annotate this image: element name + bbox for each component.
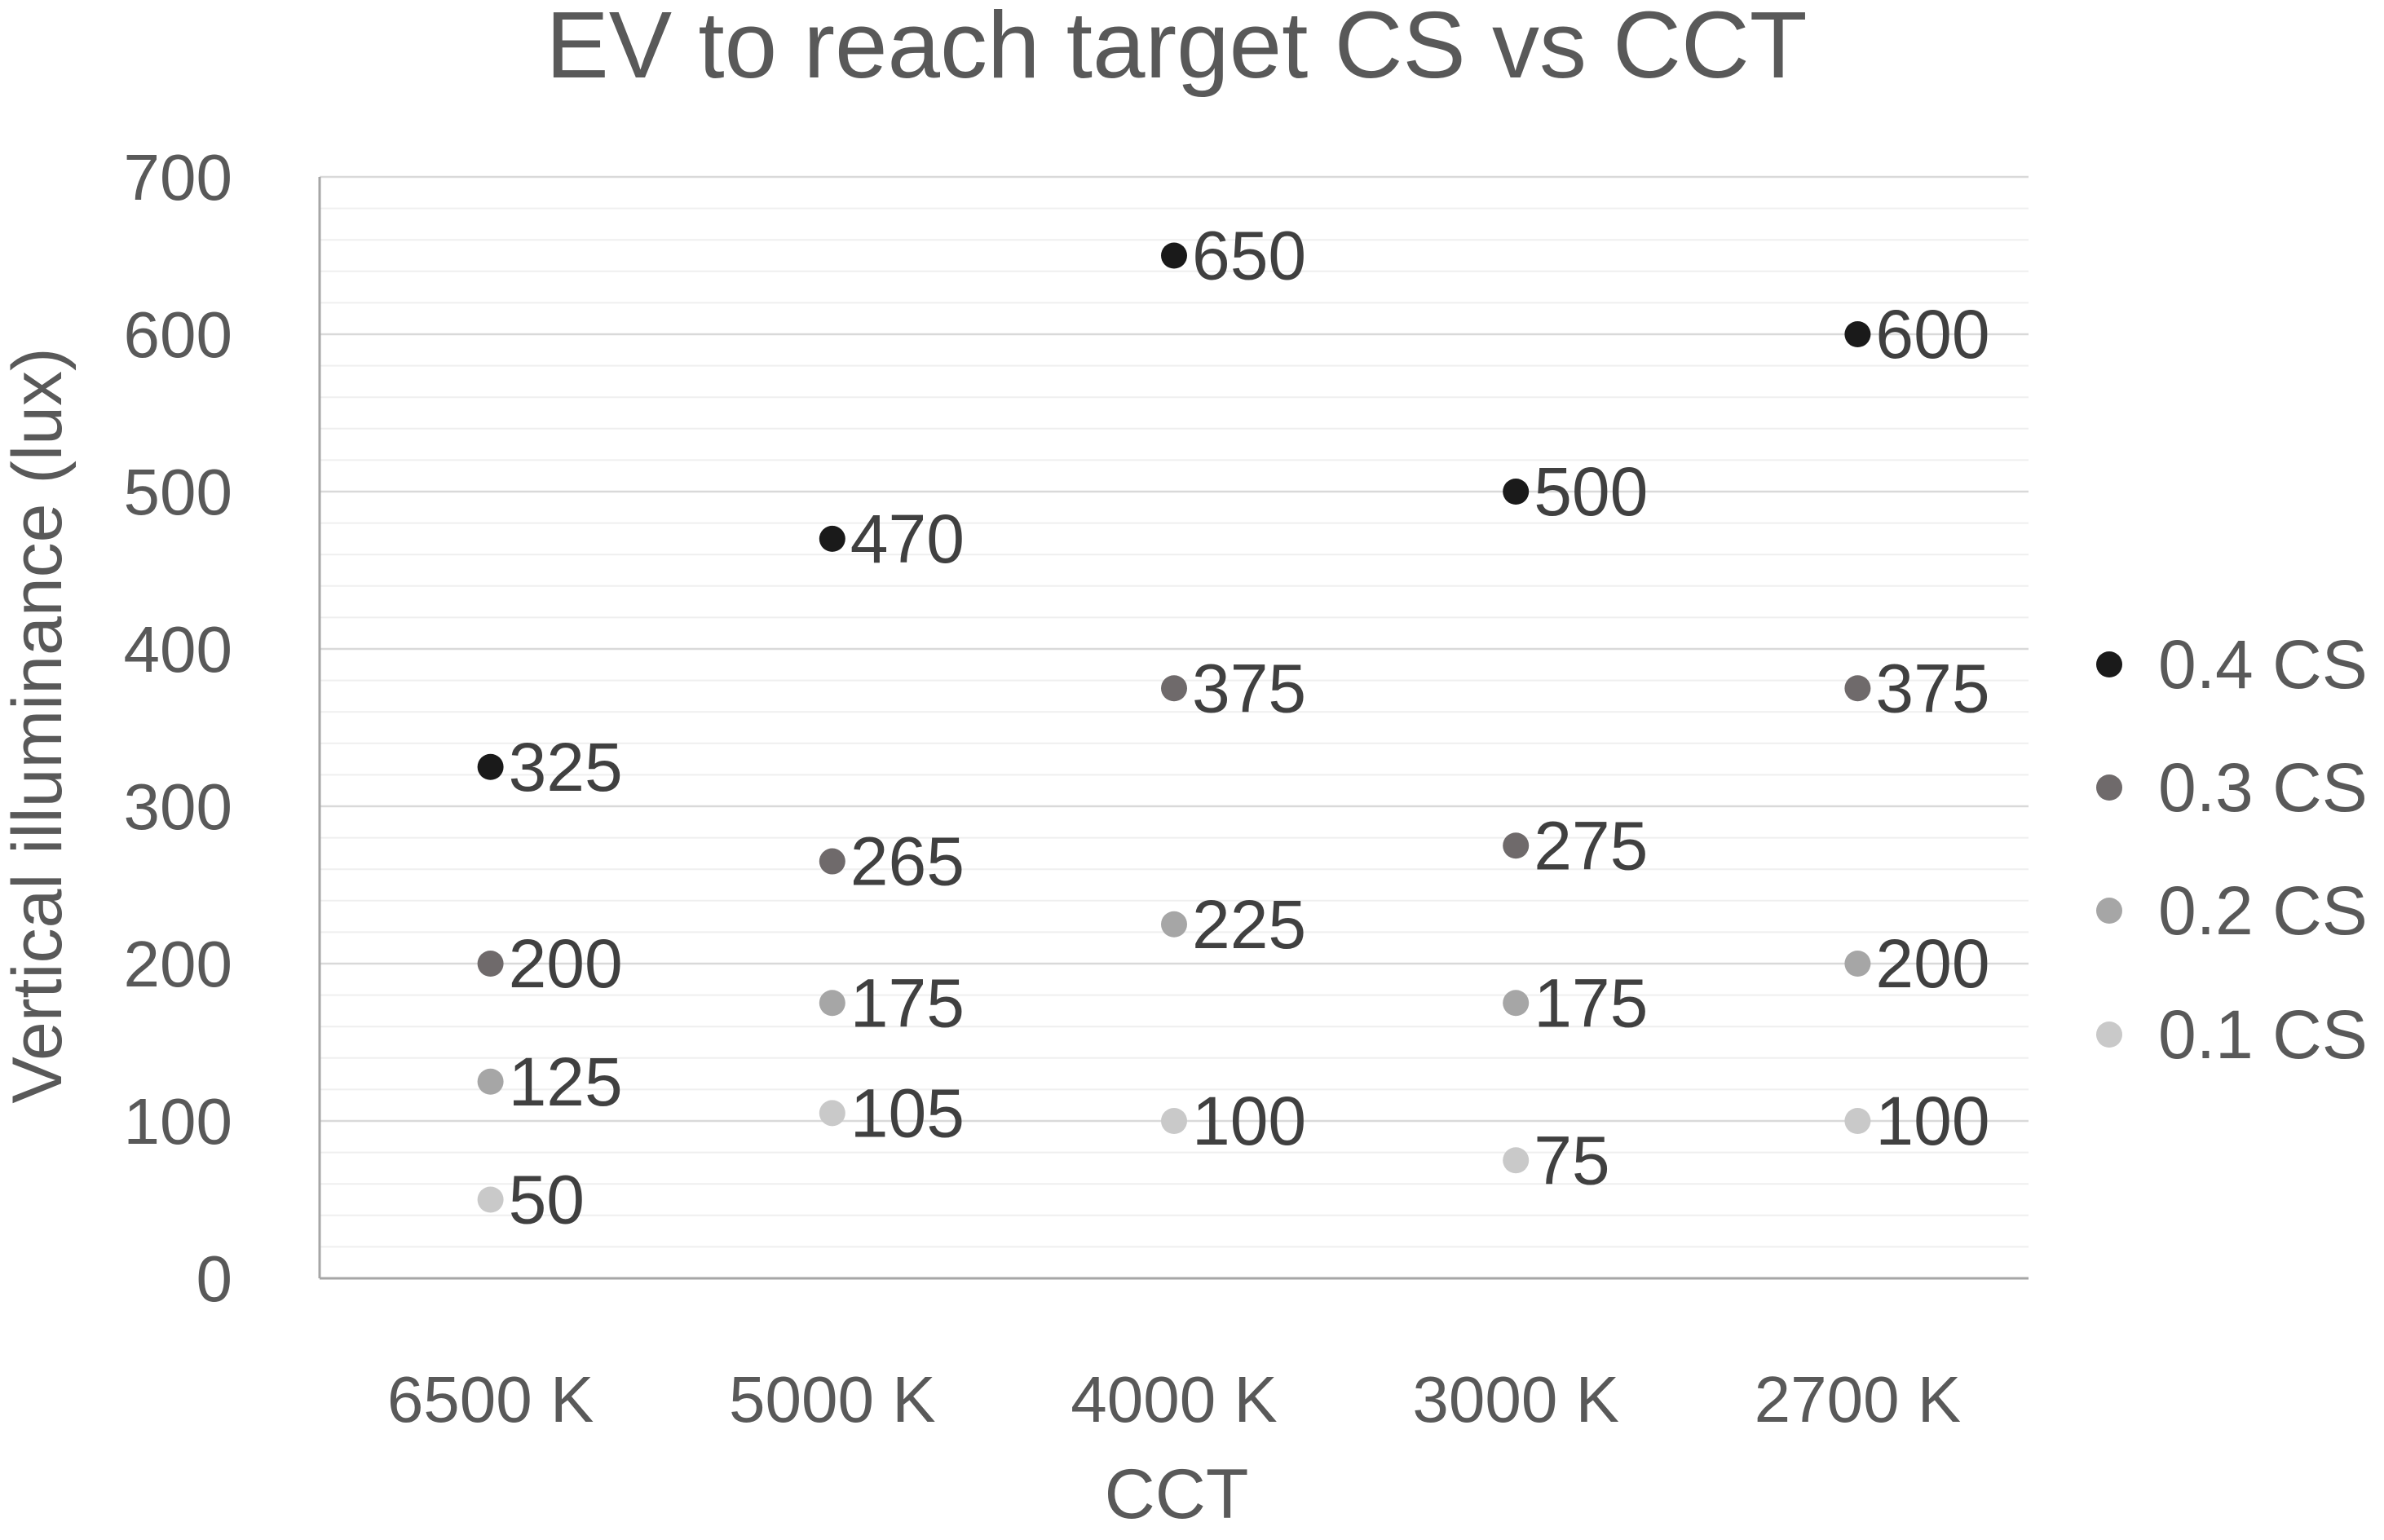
- data-label: 650: [1192, 218, 1306, 294]
- data-label: 265: [850, 823, 965, 900]
- legend-marker: [2096, 651, 2122, 677]
- data-label: 175: [850, 964, 965, 1041]
- data-point: [819, 990, 845, 1017]
- grid: [320, 175, 2029, 1248]
- y-tick-label: 300: [124, 770, 232, 843]
- data-point: [1161, 911, 1187, 938]
- data-point: [819, 848, 845, 875]
- y-tick-label: 0: [196, 1242, 233, 1315]
- y-tick-labels: 0 100 200 300 400 500 600 700: [124, 141, 232, 1315]
- y-tick-label: 600: [124, 298, 232, 371]
- data-label: 75: [1534, 1122, 1609, 1198]
- data-point: [477, 951, 504, 977]
- data-point: [477, 1186, 504, 1213]
- data-label: 200: [1875, 925, 1989, 1002]
- data-point: [819, 1100, 845, 1127]
- data-label: 100: [1875, 1083, 1989, 1159]
- data-point: [1503, 479, 1530, 505]
- x-tick-label: 2700 K: [1755, 1363, 1962, 1436]
- data-label: 275: [1534, 807, 1648, 884]
- legend-marker: [2096, 774, 2122, 801]
- data-label: 125: [509, 1044, 623, 1120]
- x-axis-title: CCT: [1105, 1455, 1249, 1533]
- data-labels: 325 470 650 500 600 200 265 375 275 375 125 175 225 1…: [509, 218, 1990, 1238]
- chart-title: EV to reach target CS vs CCT: [545, 0, 1807, 98]
- data-point: [1503, 1147, 1530, 1174]
- data-label: 100: [1192, 1083, 1306, 1159]
- legend-marker: [2096, 898, 2122, 924]
- y-axis-title: Vertical illuminance (lux): [0, 347, 77, 1103]
- x-tick-labels: 6500 K 5000 K 4000 K 3000 K 2700 K: [387, 1363, 1961, 1436]
- x-tick-label: 4000 K: [1071, 1363, 1278, 1436]
- x-tick-label: 6500 K: [387, 1363, 594, 1436]
- y-tick-label: 700: [124, 141, 232, 214]
- data-label: 325: [509, 729, 623, 805]
- y-tick-label: 500: [124, 456, 232, 528]
- legend-label: 0.2 CS: [2158, 872, 2368, 949]
- data-label: 105: [850, 1074, 965, 1151]
- data-point: [1161, 675, 1187, 702]
- data-label: 175: [1534, 964, 1648, 1041]
- data-point: [1844, 1108, 1871, 1134]
- data-point: [477, 1068, 504, 1095]
- data-points: [477, 242, 1871, 1213]
- data-point: [1844, 321, 1871, 347]
- legend-label: 0.3 CS: [2158, 749, 2368, 826]
- data-label: 500: [1534, 453, 1648, 530]
- data-point: [1503, 832, 1530, 859]
- data-label: 50: [509, 1162, 585, 1238]
- legend-label: 0.4 CS: [2158, 626, 2368, 703]
- data-point: [477, 753, 504, 780]
- data-point: [1161, 1108, 1187, 1134]
- data-label: 600: [1875, 296, 1989, 373]
- data-point: [819, 525, 845, 552]
- data-label: 375: [1192, 650, 1306, 726]
- data-point: [1503, 990, 1530, 1017]
- x-tick-label: 5000 K: [729, 1363, 936, 1436]
- legend-label: 0.1 CS: [2158, 996, 2368, 1073]
- data-point: [1844, 675, 1871, 702]
- data-label: 200: [509, 925, 623, 1002]
- data-label: 375: [1875, 650, 1989, 726]
- legend-marker: [2096, 1022, 2122, 1048]
- y-tick-label: 100: [124, 1085, 232, 1158]
- y-tick-label: 200: [124, 928, 232, 1000]
- data-label: 470: [850, 501, 965, 577]
- x-tick-label: 3000 K: [1412, 1363, 1619, 1436]
- legend: 0.4 CS 0.3 CS 0.2 CS 0.1 CS: [2096, 626, 2368, 1073]
- axes: [318, 177, 2029, 1280]
- y-tick-label: 400: [124, 613, 232, 686]
- data-point: [1844, 951, 1871, 977]
- data-point: [1161, 242, 1187, 269]
- data-label: 225: [1192, 886, 1306, 963]
